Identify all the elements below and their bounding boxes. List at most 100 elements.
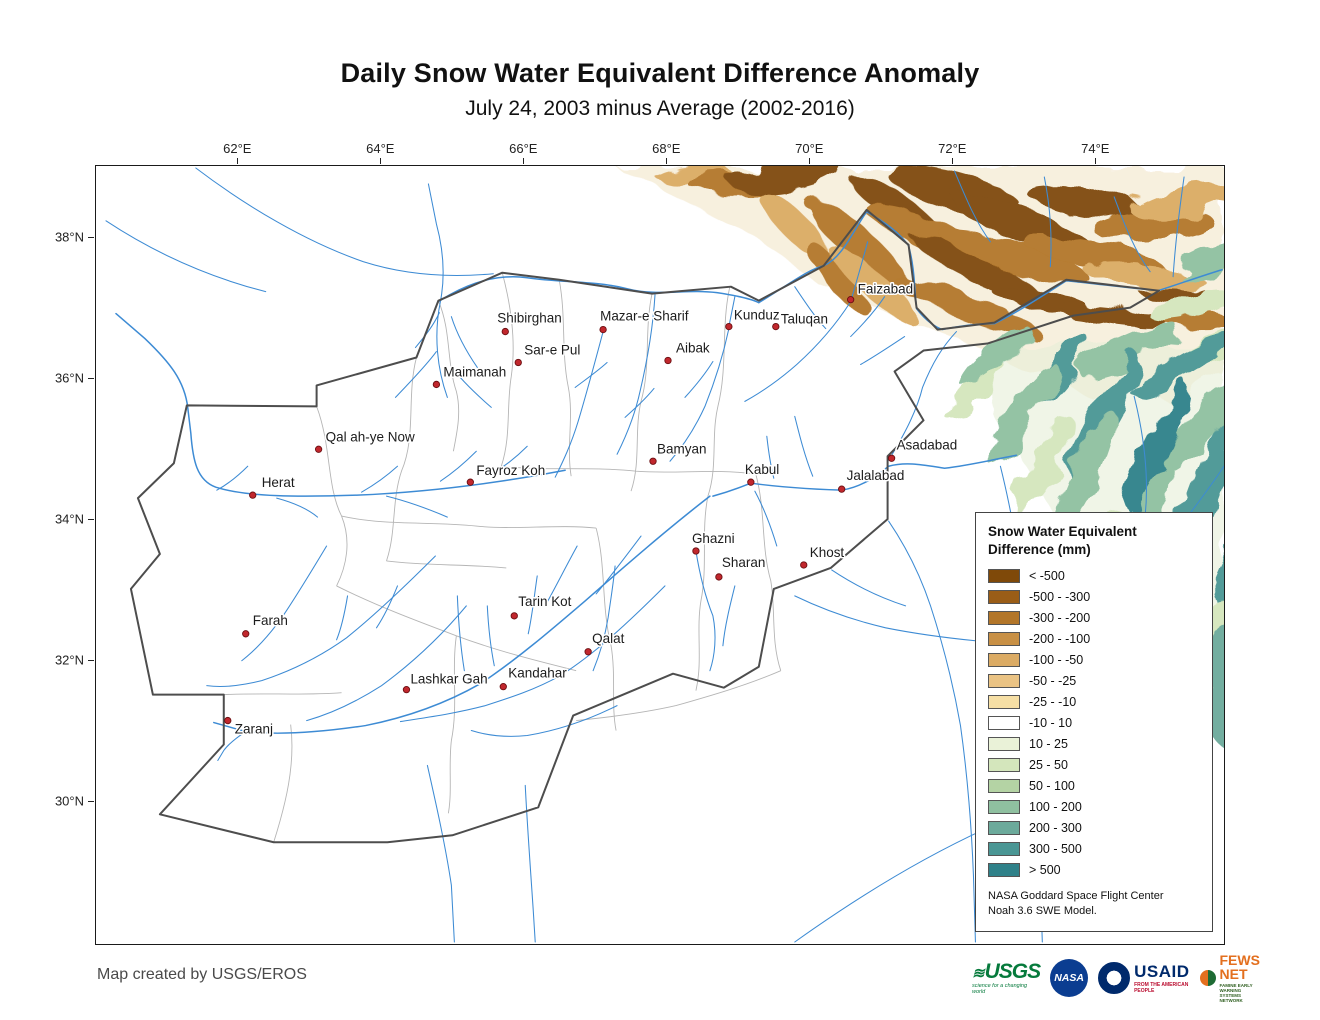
legend-label: 100 - 200 — [1029, 799, 1082, 814]
legend-swatch — [988, 694, 1020, 709]
city-label-ghazni: Ghazni — [692, 531, 735, 546]
city-dot-kandahar — [499, 683, 507, 691]
page-title: Daily Snow Water Equivalent Difference A… — [340, 58, 980, 89]
lat-tickmark — [88, 518, 94, 520]
lon-tickmark — [523, 158, 525, 164]
city-dot-fayroz-koh — [466, 478, 474, 486]
longitude-axis: 62°E 64°E 66°E 68°E 70°E 72°E 74°E — [95, 138, 1225, 164]
nasa-logo: NASA — [1050, 959, 1089, 997]
legend-item: -100 - -50 — [988, 649, 1204, 670]
usaid-emblem-icon — [1098, 962, 1131, 994]
legend-swatch — [988, 631, 1020, 646]
city-dot-asadabad — [887, 454, 896, 462]
city-label-asadabad: Asadabad — [897, 437, 958, 452]
city-dot-sar-e-pul — [514, 358, 522, 367]
legend-item: 300 - 500 — [988, 838, 1204, 859]
city-label-faizabad: Faizabad — [858, 282, 913, 297]
legend-title-line2: Difference (mm) — [988, 541, 1091, 557]
latitude-axis: 38°N 36°N 34°N 32°N 30°N — [54, 165, 94, 945]
city-label-taluqan: Taluqan — [781, 312, 828, 327]
lon-tick-label: 64°E — [366, 141, 395, 156]
legend-swatch — [988, 589, 1020, 604]
logo-strip: ≋USGS science for a changing world NASA … — [972, 952, 1260, 1004]
legend-source-line1: NASA Goddard Space Flight Center — [988, 890, 1164, 903]
city-label-mazar-e-sharif: Mazar-e Sharif — [600, 309, 689, 324]
legend-label: 200 - 300 — [1029, 820, 1082, 835]
fewsnet-logo-text: FEWS NET FAMINE EARLY WARNING SYSTEMS NE… — [1220, 953, 1260, 1003]
map-canvas: Faizabad Kunduz Taluqan Mazar-e Sharif Shibi… — [105, 166, 1224, 943]
lon-tickmark — [1095, 158, 1097, 164]
city-dot-shibirghan — [501, 327, 509, 336]
legend-label: 300 - 500 — [1029, 841, 1082, 856]
credits-text: Map created by USGS/EROS — [97, 966, 307, 983]
city-label-kabul: Kabul — [745, 462, 779, 477]
legend-swatch — [988, 778, 1020, 793]
lon-tickmark — [237, 158, 239, 164]
city-dot-zaranj — [224, 716, 232, 725]
city-dot-herat — [249, 491, 257, 499]
legend-label: -100 - -50 — [1029, 652, 1084, 667]
legend-item: < -500 — [988, 565, 1204, 586]
legend-swatch — [988, 568, 1020, 583]
fewsnet-name: FEWS NET — [1219, 952, 1260, 982]
legend-label: -200 - -100 — [1029, 631, 1091, 646]
lat-tickmark — [88, 800, 94, 802]
nasa-name: NASA — [1054, 972, 1084, 984]
legend-swatch — [988, 673, 1020, 688]
usaid-logo-text: USAID FROM THE AMERICAN PEOPLE — [1134, 963, 1189, 994]
city-dot-ghazni — [692, 547, 700, 555]
legend-label: > 500 — [1029, 862, 1061, 877]
city-label-herat: Herat — [262, 475, 295, 490]
lon-tickmark — [809, 158, 811, 164]
city-dot-qalat — [584, 648, 592, 656]
city-label-jalalabad: Jalalabad — [847, 468, 905, 483]
city-label-khost: Khost — [810, 545, 845, 560]
legend-item: 100 - 200 — [988, 796, 1204, 817]
fews-globe-icon — [1199, 970, 1216, 986]
city-label-shibirghan: Shibirghan — [497, 311, 561, 326]
province-boundaries-layer — [223, 272, 782, 843]
legend-label: -50 - -25 — [1029, 673, 1077, 688]
afghanistan-border — [129, 208, 1161, 844]
lat-tickmark — [88, 659, 94, 661]
usaid-name: USAID — [1134, 961, 1190, 981]
city-dot-taluqan — [772, 322, 780, 331]
usgs-logo: ≋USGS science for a changing world — [972, 961, 1041, 995]
legend-item: 10 - 25 — [988, 733, 1204, 754]
legend-item: -25 - -10 — [988, 691, 1204, 712]
lon-tick-label: 74°E — [1081, 141, 1110, 156]
legend-title: Snow Water Equivalent Difference (mm) — [988, 523, 1204, 558]
legend-label: -300 - -200 — [1029, 610, 1091, 625]
city-label-lashkar-gah: Lashkar Gah — [410, 672, 487, 687]
legend-item: > 500 — [988, 859, 1204, 880]
usaid-tagline: FROM THE AMERICAN PEOPLE — [1134, 981, 1189, 994]
legend-swatch — [988, 862, 1020, 877]
city-label-qalat: Qalat — [592, 631, 624, 646]
lat-tickmark — [88, 377, 94, 379]
city-label-farah: Farah — [253, 613, 288, 628]
city-label-tarin-kot: Tarin Kot — [518, 594, 571, 609]
lat-tick-label: 32°N — [54, 652, 84, 668]
city-dot-faizabad — [847, 296, 855, 304]
lon-tick-label: 72°E — [938, 141, 967, 156]
legend-swatch — [988, 736, 1020, 751]
city-label-maimanah: Maimanah — [443, 364, 506, 379]
city-dot-tarin-kot — [510, 612, 518, 620]
legend-item: -500 - -300 — [988, 586, 1204, 607]
legend-swatch — [988, 799, 1020, 814]
city-dot-aibak — [664, 356, 672, 365]
legend-item: -10 - 10 — [988, 712, 1204, 733]
city-label-fayroz-koh: Fayroz Koh — [476, 463, 545, 478]
lon-tick-label: 68°E — [652, 141, 681, 156]
legend-items: < -500 -500 - -300 -300 - -200 -200 - -100 -… — [988, 565, 1204, 880]
city-dot-sharan — [715, 573, 723, 581]
city-dot-qal-ah-ye-now — [314, 445, 323, 453]
legend-swatch — [988, 820, 1020, 835]
legend-title-line1: Snow Water Equivalent — [988, 524, 1137, 539]
city-label-bamyan: Bamyan — [657, 441, 706, 456]
lat-tick-label: 34°N — [54, 511, 84, 527]
city-dot-bamyan — [649, 457, 657, 465]
usgs-logo-text: ≋USGS — [972, 961, 1041, 982]
city-label-aibak: Aibak — [676, 341, 710, 356]
city-dot-mazar-e-sharif — [599, 325, 607, 334]
